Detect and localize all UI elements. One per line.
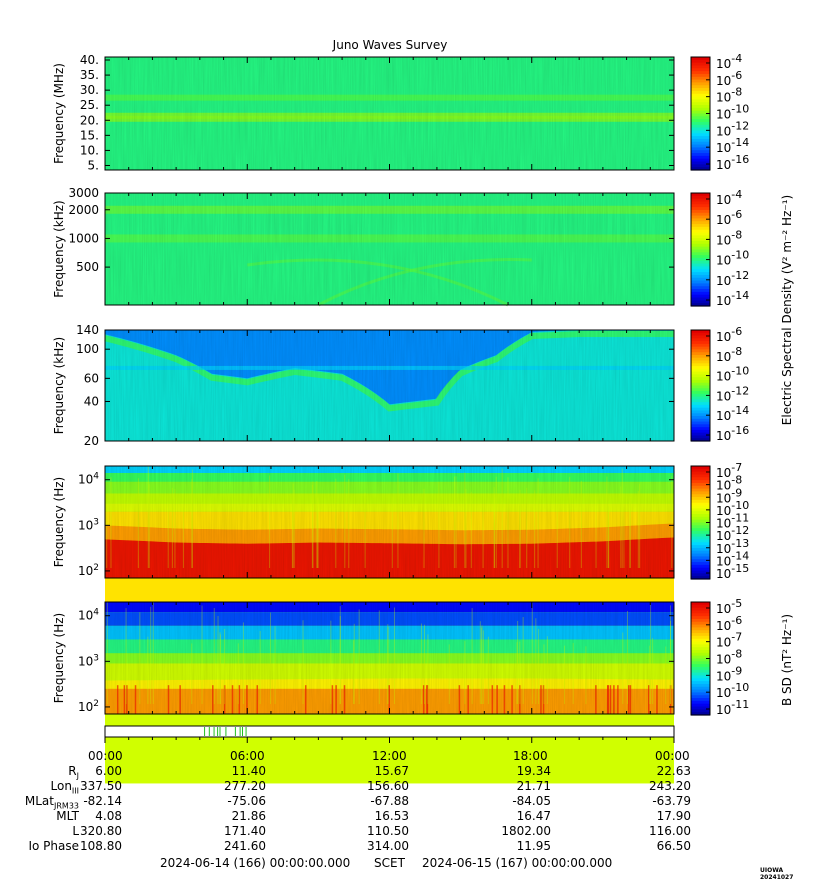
- colorbar-2-tick: 10-4: [716, 188, 742, 207]
- chart-title: Juno Waves Survey: [332, 38, 448, 52]
- colorbar-1-tick: 10-10: [716, 103, 749, 122]
- panel-3-ytick-label: 100: [76, 342, 99, 356]
- colorbar-1-tick: 10-14: [716, 136, 749, 155]
- panel-1-texture: [105, 57, 674, 170]
- panel-3-time-ticks: [104, 330, 675, 441]
- panel-1-ylabel: Frequency (MHz): [52, 63, 66, 164]
- panel-5-spectrogram: [104, 601, 675, 784]
- panel-2-ytick-label: 1000: [68, 231, 99, 245]
- panel-5-ytick-label: 103: [78, 653, 99, 668]
- colorbar-1-tick: 10-8: [716, 86, 742, 105]
- panel-3-texture: [105, 330, 674, 441]
- colorbar-5-tick: 10-6: [716, 614, 742, 633]
- panel-5-ytick-label: 104: [78, 608, 99, 623]
- colorbar-5-tick: 10-7: [716, 631, 742, 650]
- colorbar-2-tick: 10-12: [716, 269, 749, 288]
- colorbar-3-tick: 10-14: [716, 404, 749, 423]
- colorbar-1-tick: 10-16: [716, 153, 749, 172]
- panel-2-ylabel: Frequency (kHz): [52, 200, 66, 297]
- scet-start: 2024-06-14 (166) 00:00:00.000: [160, 856, 351, 870]
- panel-1-y-ticks: 5.10.15.20.25.30.35.40. Frequency (MHz): [52, 53, 674, 172]
- colorbar-5-tick: 10-9: [716, 664, 742, 683]
- colorbar-4-tick: 10-15: [716, 562, 749, 581]
- panel-2-y-ticks: 3000 2000 1000 500 Frequency (kHz): [52, 186, 674, 298]
- panel-2-ytick-label: 3000: [68, 186, 99, 200]
- panel-1-ytick-label: 10.: [80, 143, 99, 157]
- panel-1-ytick-label: 30.: [80, 83, 99, 97]
- colorbar-2-tick: 10-8: [716, 228, 742, 247]
- electric-colorbar-label: Electric Spectral Density (V² m⁻² Hz⁻¹): [780, 195, 794, 425]
- credit-label: UIOWA 20241027: [760, 867, 794, 881]
- colorbar-4-tick: 10-7: [716, 461, 742, 480]
- panel-3-spectrogram: [104, 329, 675, 442]
- colorbar-4-tick: 10-13: [716, 537, 749, 556]
- panel-1-ytick-label: 20.: [80, 113, 99, 127]
- panel-4-ylabel: Frequency (Hz): [52, 477, 66, 568]
- colorbar-5-tick: 10-10: [716, 681, 749, 700]
- panel-3-ytick-label: 20: [84, 434, 99, 448]
- panel-1-ytick-label: 40.: [80, 53, 99, 67]
- colorbar-4-tick: 10-11: [716, 512, 749, 531]
- panel-5-ytick-label: 102: [78, 699, 99, 714]
- panel-3-ytick-label: 40: [84, 394, 99, 408]
- colorbar-2-tick: 10-6: [716, 208, 742, 227]
- colorbar-2-tick: 10-14: [716, 289, 749, 308]
- magnetic-colorbar-label: B SD (nT² Hz⁻¹): [780, 614, 794, 706]
- panel-5-ylabel: Frequency (Hz): [52, 613, 66, 704]
- panel-3-ytick-label: 140: [76, 323, 99, 337]
- colorbar-3-tick: 10-8: [716, 345, 742, 364]
- panel-2-ytick-label: 500: [76, 260, 99, 274]
- panel-3-ylabel: Frequency (kHz): [52, 337, 66, 434]
- colorbar-1-tick: 10-6: [716, 69, 742, 88]
- colorbar-5-tick: 10-11: [716, 698, 749, 717]
- colorbar-3-tick: 10-12: [716, 384, 749, 403]
- activity-strip: [104, 725, 675, 738]
- panel-2-texture: [105, 193, 674, 305]
- scet-label: SCET: [374, 856, 405, 870]
- panel-2-spectrogram: [104, 192, 675, 307]
- panel-4-ytick-label: 102: [78, 563, 99, 578]
- panel-1-ytick-label: 25.: [80, 98, 99, 112]
- colorbar-4-tick: 10-8: [716, 474, 742, 493]
- panel-3-ytick-label: 60: [84, 371, 99, 385]
- panel-4-y-ticks: 104 103 102 Frequency (Hz): [52, 472, 674, 578]
- panel-1-ytick-label: 15.: [80, 128, 99, 142]
- panel-2-ytick-label: 2000: [68, 203, 99, 217]
- colorbar-1-tick: 10-4: [716, 52, 742, 71]
- colorbar-3-tick: 10-16: [716, 424, 749, 443]
- colorbar-4-tick: 10-14: [716, 549, 749, 568]
- colorbar-3-tick: 10-10: [716, 365, 749, 384]
- colorbar-3-tick: 10-6: [716, 325, 742, 344]
- colorbar-5-tick: 10-8: [716, 648, 742, 667]
- scet-end: 2024-06-15 (167) 00:00:00.000: [422, 856, 613, 870]
- panel-2-time-ticks: [104, 193, 675, 305]
- colorbar-4-tick: 10-12: [716, 524, 749, 543]
- panel-1-time-ticks: [104, 57, 675, 170]
- panel-5-time-ticks: [104, 602, 675, 714]
- panel-4-colorbar: 10-710-810-910-1010-1110-1210-1310-1410-…: [690, 461, 749, 581]
- panel-4-time-ticks: [104, 466, 675, 578]
- panel-5-texture: [105, 602, 674, 714]
- colorbar-4-tick: 10-10: [716, 499, 749, 518]
- colorbar-4-tick: 10-9: [716, 486, 742, 505]
- colorbar-1-tick: 10-12: [716, 119, 749, 138]
- colorbar-2-tick: 10-10: [716, 249, 749, 268]
- panel-1-ytick-label: 35.: [80, 68, 99, 82]
- panel-1-spectrogram: [104, 56, 675, 171]
- panel-4-ytick-label: 104: [78, 472, 99, 487]
- panel-4-texture: [105, 466, 674, 578]
- panel-5-y-ticks: 104 103 102 Frequency (Hz): [52, 608, 674, 714]
- colorbar-5-tick: 10-5: [716, 597, 742, 616]
- panel-4-ytick-label: 103: [78, 517, 99, 532]
- panel-1-ytick-label: 5.: [88, 158, 99, 172]
- panel-3-y-ticks: 140 100 60 40 20 Frequency (kHz): [52, 323, 674, 448]
